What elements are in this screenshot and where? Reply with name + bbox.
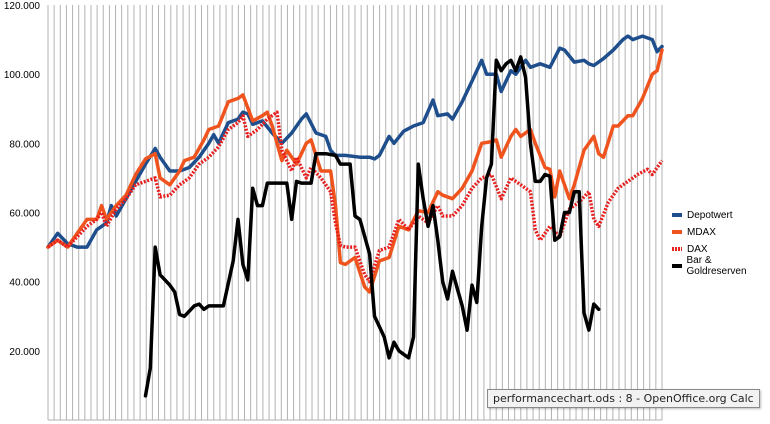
series-line-dax [46,110,664,284]
legend-item-depotwert[interactable]: Depotwert [672,208,770,222]
window-tooltip: performancechart.ods : 8 - OpenOffice.or… [487,389,760,408]
series-line-depotwert [46,34,664,249]
legend: Depotwert MDAX DAX Bar & Goldreserven [672,208,770,277]
legend-item-mdax[interactable]: MDAX [672,225,770,239]
y-tick-label: 20.000 [9,347,40,358]
series-line-mdax [46,48,664,294]
legend-label-bar-goldreserven: Bar & Goldreserven [686,255,747,277]
legend-swatch-bar-goldreserven [672,264,682,268]
legend-swatch-mdax [672,230,682,234]
legend-label-dax: DAX [687,243,708,255]
legend-item-dax[interactable]: DAX [672,242,770,256]
series-line-bar-goldreserven [143,55,601,398]
series-lines [46,34,664,398]
y-tick-label: 40.000 [9,278,40,289]
legend-item-bar-goldreserven[interactable]: Bar & Goldreserven [672,255,770,277]
y-tick-label: 100.000 [4,70,41,81]
y-tick-label: 120.000 [4,1,41,12]
legend-swatch-dax [672,247,682,251]
legend-swatch-depotwert [672,213,682,217]
y-axis-ticks: 120.000 100.000 80.000 60.000 40.000 20.000 [4,1,41,358]
y-tick-label: 80.000 [9,139,40,150]
legend-label-depotwert: Depotwert [687,209,733,221]
y-tick-label: 60.000 [9,209,40,220]
gridlines [47,5,663,420]
legend-label-mdax: MDAX [687,226,716,238]
